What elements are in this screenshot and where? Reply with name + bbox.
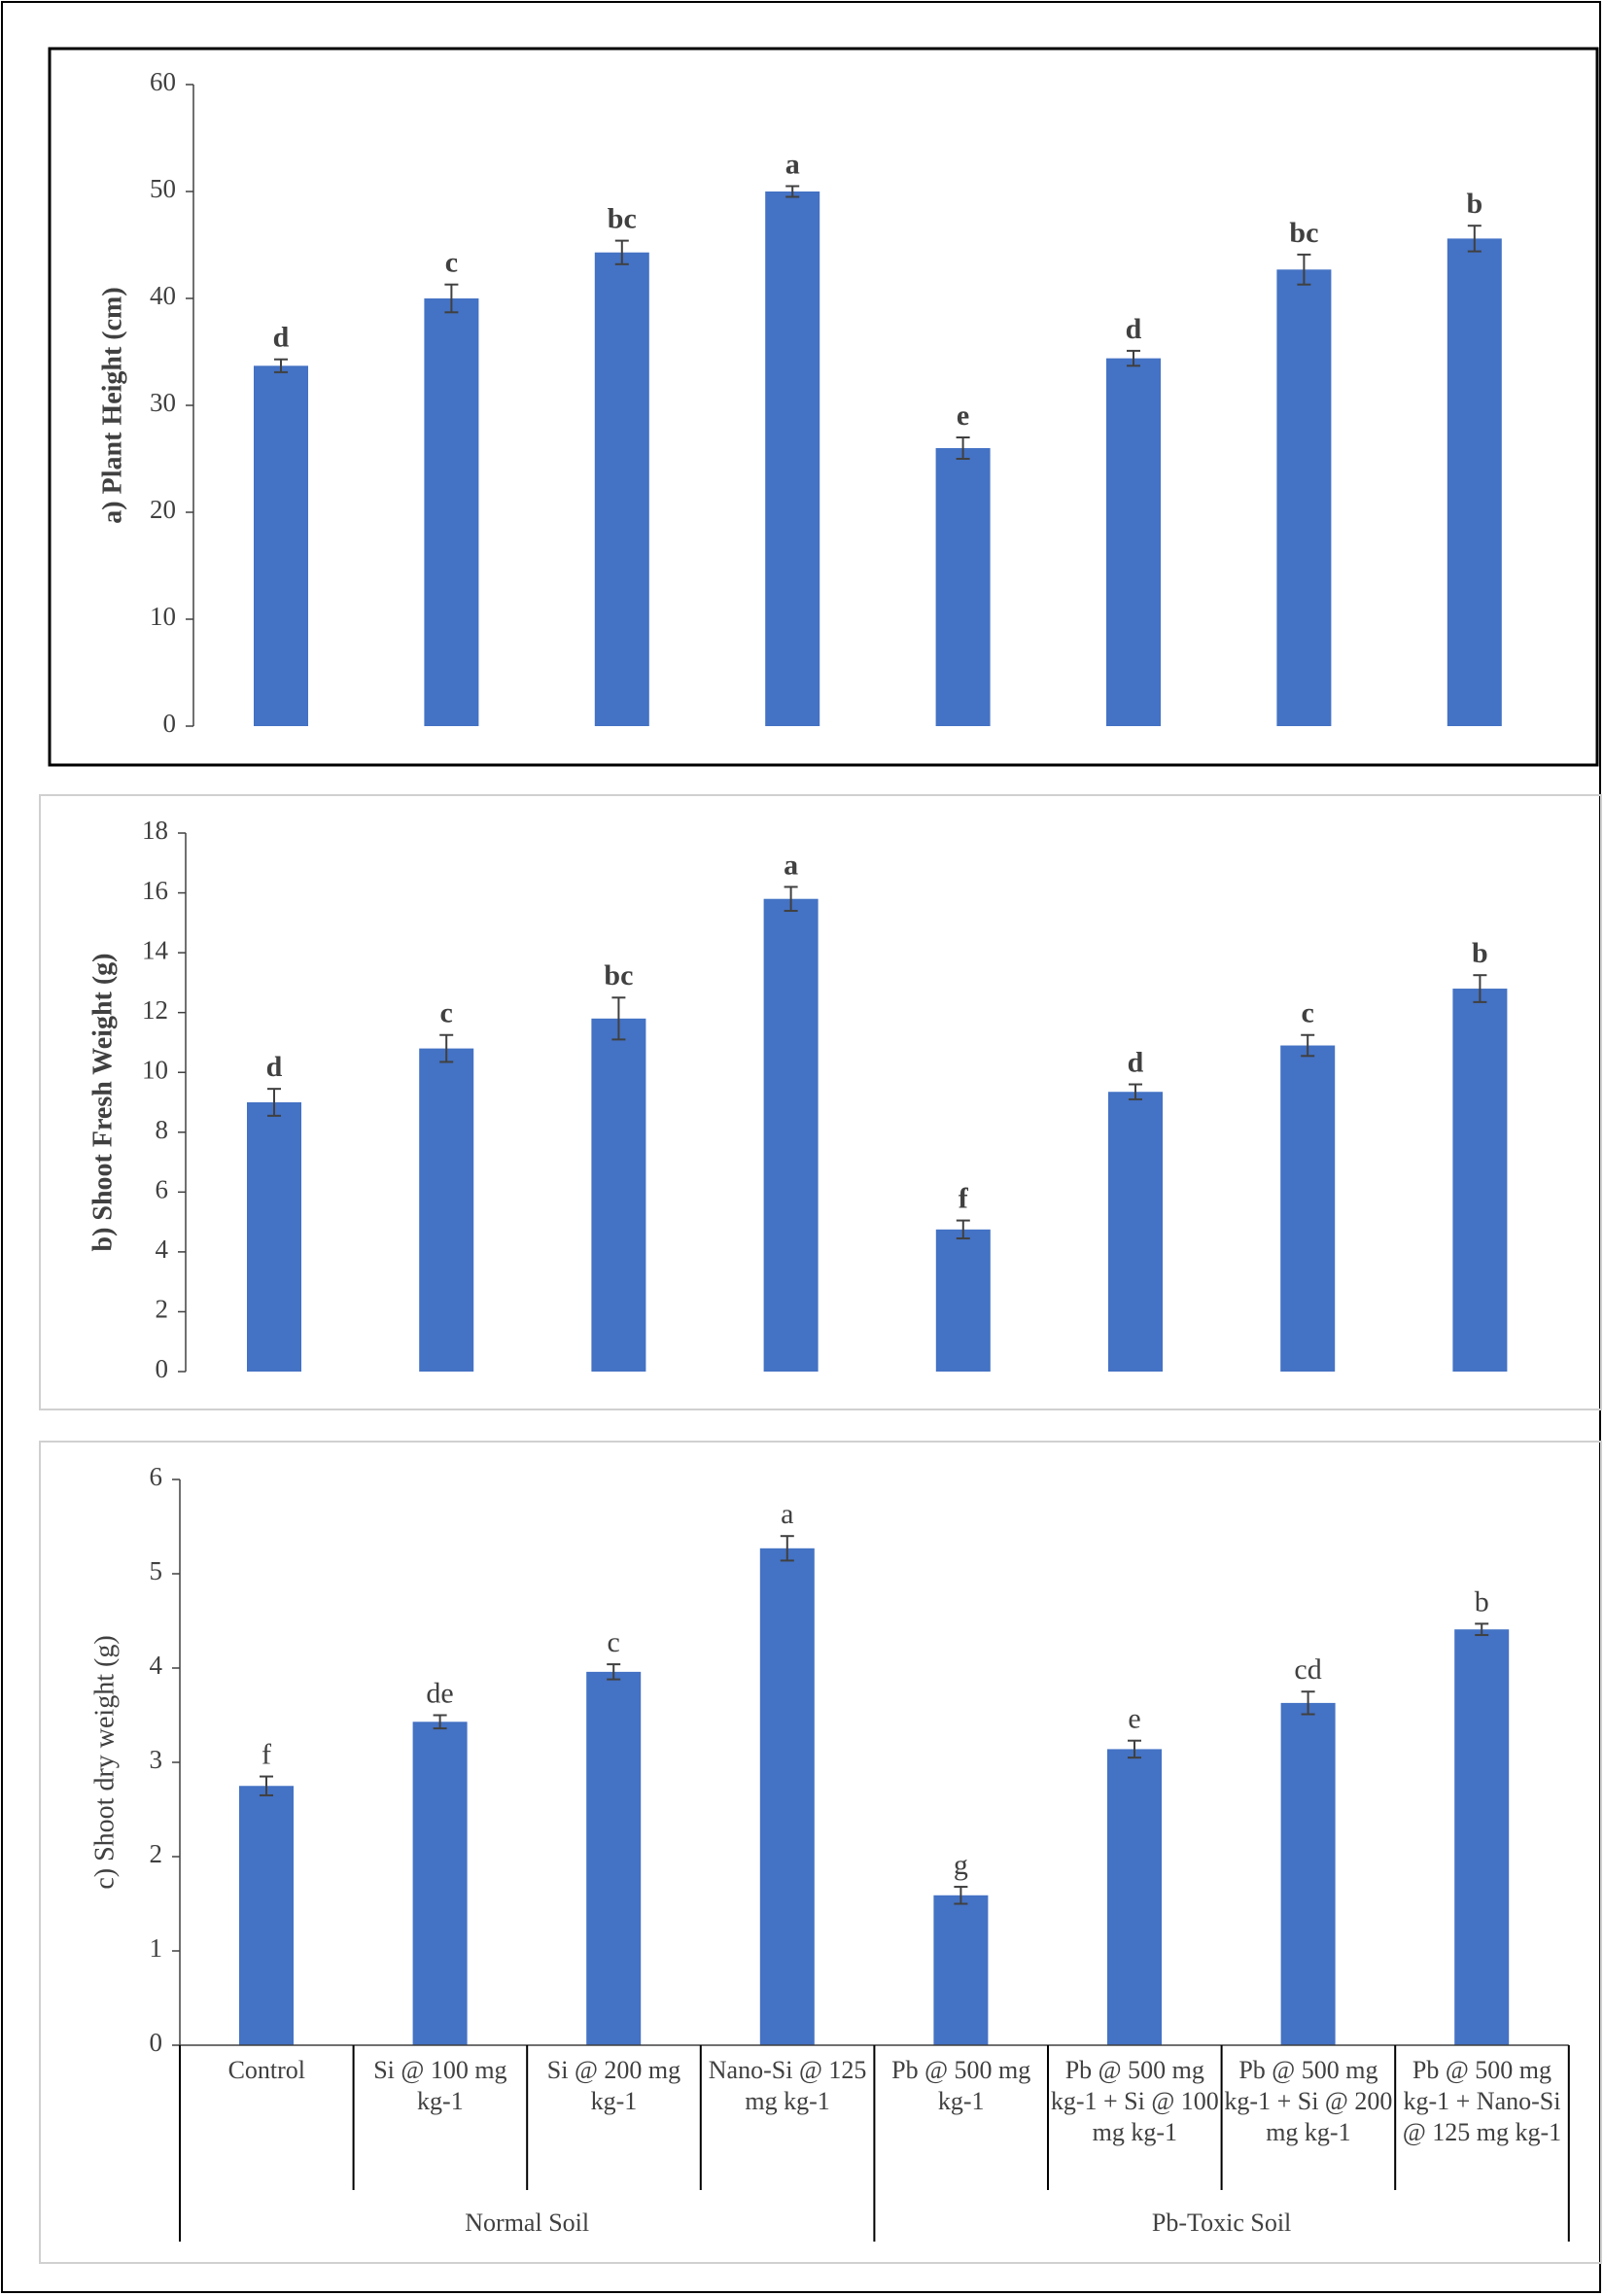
y-tick-label: 20 [150, 495, 176, 524]
panel-border [39, 794, 1602, 1410]
y-tick-label: 0 [150, 2028, 163, 2057]
bar [412, 1722, 468, 2045]
significance-letter: c [445, 247, 458, 279]
significance-letter: c [440, 997, 453, 1029]
significance-letter: e [957, 400, 969, 432]
y-axis-label: a) Plant Height (cm) [97, 287, 127, 523]
bar [594, 252, 649, 726]
bar [935, 448, 991, 726]
y-tick-label: 12 [142, 995, 168, 1025]
significance-letter: f [262, 1738, 271, 1770]
significance-letter: a [781, 1498, 793, 1530]
bar [247, 1102, 301, 1372]
bar [1454, 1629, 1510, 2045]
bar [1452, 989, 1508, 1372]
y-tick-label: 18 [142, 816, 168, 845]
bar [759, 1548, 815, 2045]
significance-letter: d [266, 1051, 283, 1083]
group-label: Normal Soil [465, 2209, 590, 2237]
bar [1447, 238, 1502, 726]
bar [424, 298, 479, 726]
bar [935, 1229, 991, 1372]
bar [1276, 269, 1332, 726]
bar [419, 1048, 474, 1372]
y-tick-label: 5 [150, 1556, 163, 1585]
significance-letter: bc [1289, 217, 1318, 249]
y-tick-label: 2 [156, 1295, 169, 1324]
x-tick-label: Pb @ 500 mg kg-1 [891, 2056, 1031, 2115]
x-tick-label: Pb @ 500 mg kg-1 + Nano-Si @ 125 mg kg-1 [1402, 2056, 1562, 2146]
x-tick-label: Pb @ 500 mg kg-1 + Si @ 200 mg kg-1 [1224, 2056, 1393, 2146]
y-tick-label: 6 [156, 1175, 169, 1204]
bar [1280, 1702, 1336, 2045]
y-tick-label: 6 [150, 1462, 163, 1491]
bar [1280, 1045, 1336, 1372]
bar [933, 1895, 989, 2045]
significance-letter: bc [604, 959, 633, 991]
bar [591, 1018, 646, 1372]
y-tick-label: 3 [150, 1745, 163, 1774]
panel-border [39, 1441, 1602, 2264]
y-tick-label: 40 [150, 281, 176, 310]
significance-letter: f [959, 1182, 969, 1214]
y-tick-label: 10 [142, 1055, 168, 1084]
significance-letter: b [1472, 937, 1488, 969]
significance-letter: bc [608, 202, 637, 234]
significance-letter: e [1128, 1703, 1140, 1735]
bar [254, 365, 308, 726]
bar [763, 898, 819, 1372]
significance-letter: d [1128, 1046, 1144, 1078]
bar [239, 1786, 294, 2045]
y-tick-label: 30 [150, 388, 176, 417]
bar [586, 1671, 642, 2045]
bar [1108, 1092, 1163, 1372]
y-tick-label: 0 [156, 1354, 169, 1383]
x-tick-label: Control [227, 2056, 306, 2084]
significance-letter: g [954, 1849, 968, 1881]
y-tick-label: 60 [150, 67, 176, 96]
y-axis-label: b) Shoot Fresh Weight (g) [87, 954, 118, 1252]
x-tick-label: Si @ 200 mg kg-1 [546, 2056, 681, 2115]
significance-letter: c [608, 1626, 620, 1658]
y-tick-label: 8 [156, 1115, 169, 1144]
y-tick-label: 10 [150, 602, 176, 631]
y-tick-label: 2 [150, 1839, 163, 1868]
panel-border [48, 47, 1599, 767]
x-tick-label: Nano-Si @ 125 mg kg-1 [708, 2056, 867, 2115]
significance-letter: d [273, 322, 290, 354]
significance-letter: c [1302, 997, 1314, 1029]
y-tick-label: 16 [142, 876, 168, 905]
y-tick-label: 14 [142, 935, 169, 964]
y-tick-label: 4 [150, 1651, 163, 1680]
significance-letter: d [1126, 313, 1142, 345]
y-tick-label: 0 [163, 709, 177, 738]
group-label: Pb-Toxic Soil [1151, 2209, 1292, 2237]
y-axis-label: c) Shoot dry weight (g) [89, 1635, 120, 1889]
significance-letter: b [1466, 188, 1482, 220]
bar [1106, 358, 1161, 726]
significance-letter: de [426, 1677, 453, 1709]
x-tick-label: Pb @ 500 mg kg-1 + Si @ 100 mg kg-1 [1050, 2056, 1219, 2146]
x-tick-label: Si @ 100 mg kg-1 [373, 2056, 507, 2115]
y-tick-label: 50 [150, 174, 176, 203]
significance-letter: cd [1294, 1653, 1321, 1686]
y-tick-label: 4 [156, 1235, 169, 1264]
bar [1107, 1749, 1162, 2045]
significance-letter: b [1475, 1585, 1489, 1618]
significance-letter: a [785, 148, 800, 180]
bar [765, 191, 820, 726]
y-tick-label: 1 [150, 1933, 163, 1963]
significance-letter: a [784, 849, 798, 881]
